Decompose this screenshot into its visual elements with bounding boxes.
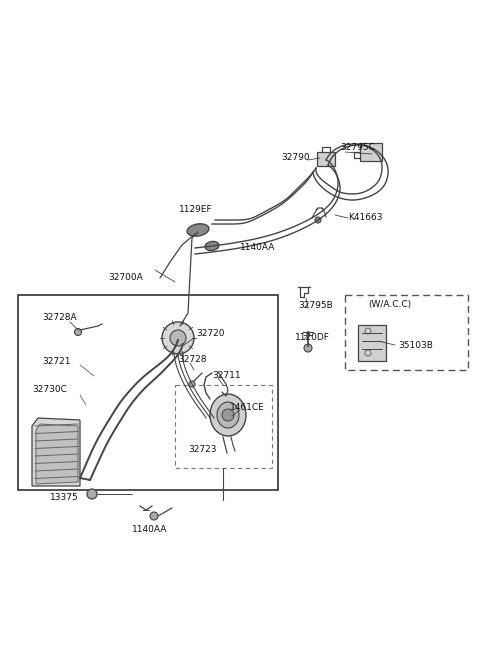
Text: 1140AA: 1140AA bbox=[240, 243, 276, 253]
Text: 1461CE: 1461CE bbox=[230, 403, 265, 413]
Text: 32728: 32728 bbox=[178, 356, 206, 365]
Bar bbox=[175, 385, 272, 468]
Circle shape bbox=[150, 512, 158, 520]
Polygon shape bbox=[36, 424, 78, 484]
Circle shape bbox=[315, 217, 321, 223]
Text: 32790: 32790 bbox=[281, 154, 310, 163]
Circle shape bbox=[304, 344, 312, 352]
Text: 32700A: 32700A bbox=[108, 274, 143, 283]
Bar bbox=[358, 325, 386, 361]
Text: 13375: 13375 bbox=[50, 493, 79, 502]
Text: 32711: 32711 bbox=[212, 371, 240, 380]
Bar bbox=[345, 295, 468, 370]
Text: K41663: K41663 bbox=[348, 213, 383, 222]
Ellipse shape bbox=[210, 394, 246, 436]
Text: 32721: 32721 bbox=[42, 358, 71, 367]
Circle shape bbox=[162, 322, 194, 354]
Ellipse shape bbox=[205, 241, 219, 251]
Ellipse shape bbox=[217, 402, 239, 428]
Text: 32795C: 32795C bbox=[340, 144, 375, 152]
Circle shape bbox=[87, 489, 97, 499]
Text: 1129EF: 1129EF bbox=[179, 205, 213, 215]
Text: 35103B: 35103B bbox=[398, 340, 433, 350]
Bar bbox=[360, 143, 382, 161]
Circle shape bbox=[74, 329, 82, 335]
Circle shape bbox=[222, 409, 234, 421]
Text: 32728A: 32728A bbox=[42, 314, 77, 323]
Circle shape bbox=[189, 381, 195, 387]
Text: 32795B: 32795B bbox=[298, 300, 333, 310]
Text: 32720: 32720 bbox=[196, 329, 225, 338]
Text: (W/A.C.C): (W/A.C.C) bbox=[368, 300, 411, 310]
Bar bbox=[18, 295, 278, 490]
Text: 1140AA: 1140AA bbox=[132, 525, 168, 535]
Text: 32723: 32723 bbox=[188, 445, 216, 455]
Circle shape bbox=[170, 330, 186, 346]
Text: 32730C: 32730C bbox=[32, 386, 67, 394]
Ellipse shape bbox=[187, 224, 209, 236]
Bar bbox=[317, 152, 335, 166]
Polygon shape bbox=[32, 418, 80, 486]
Text: 1120DF: 1120DF bbox=[295, 333, 330, 342]
